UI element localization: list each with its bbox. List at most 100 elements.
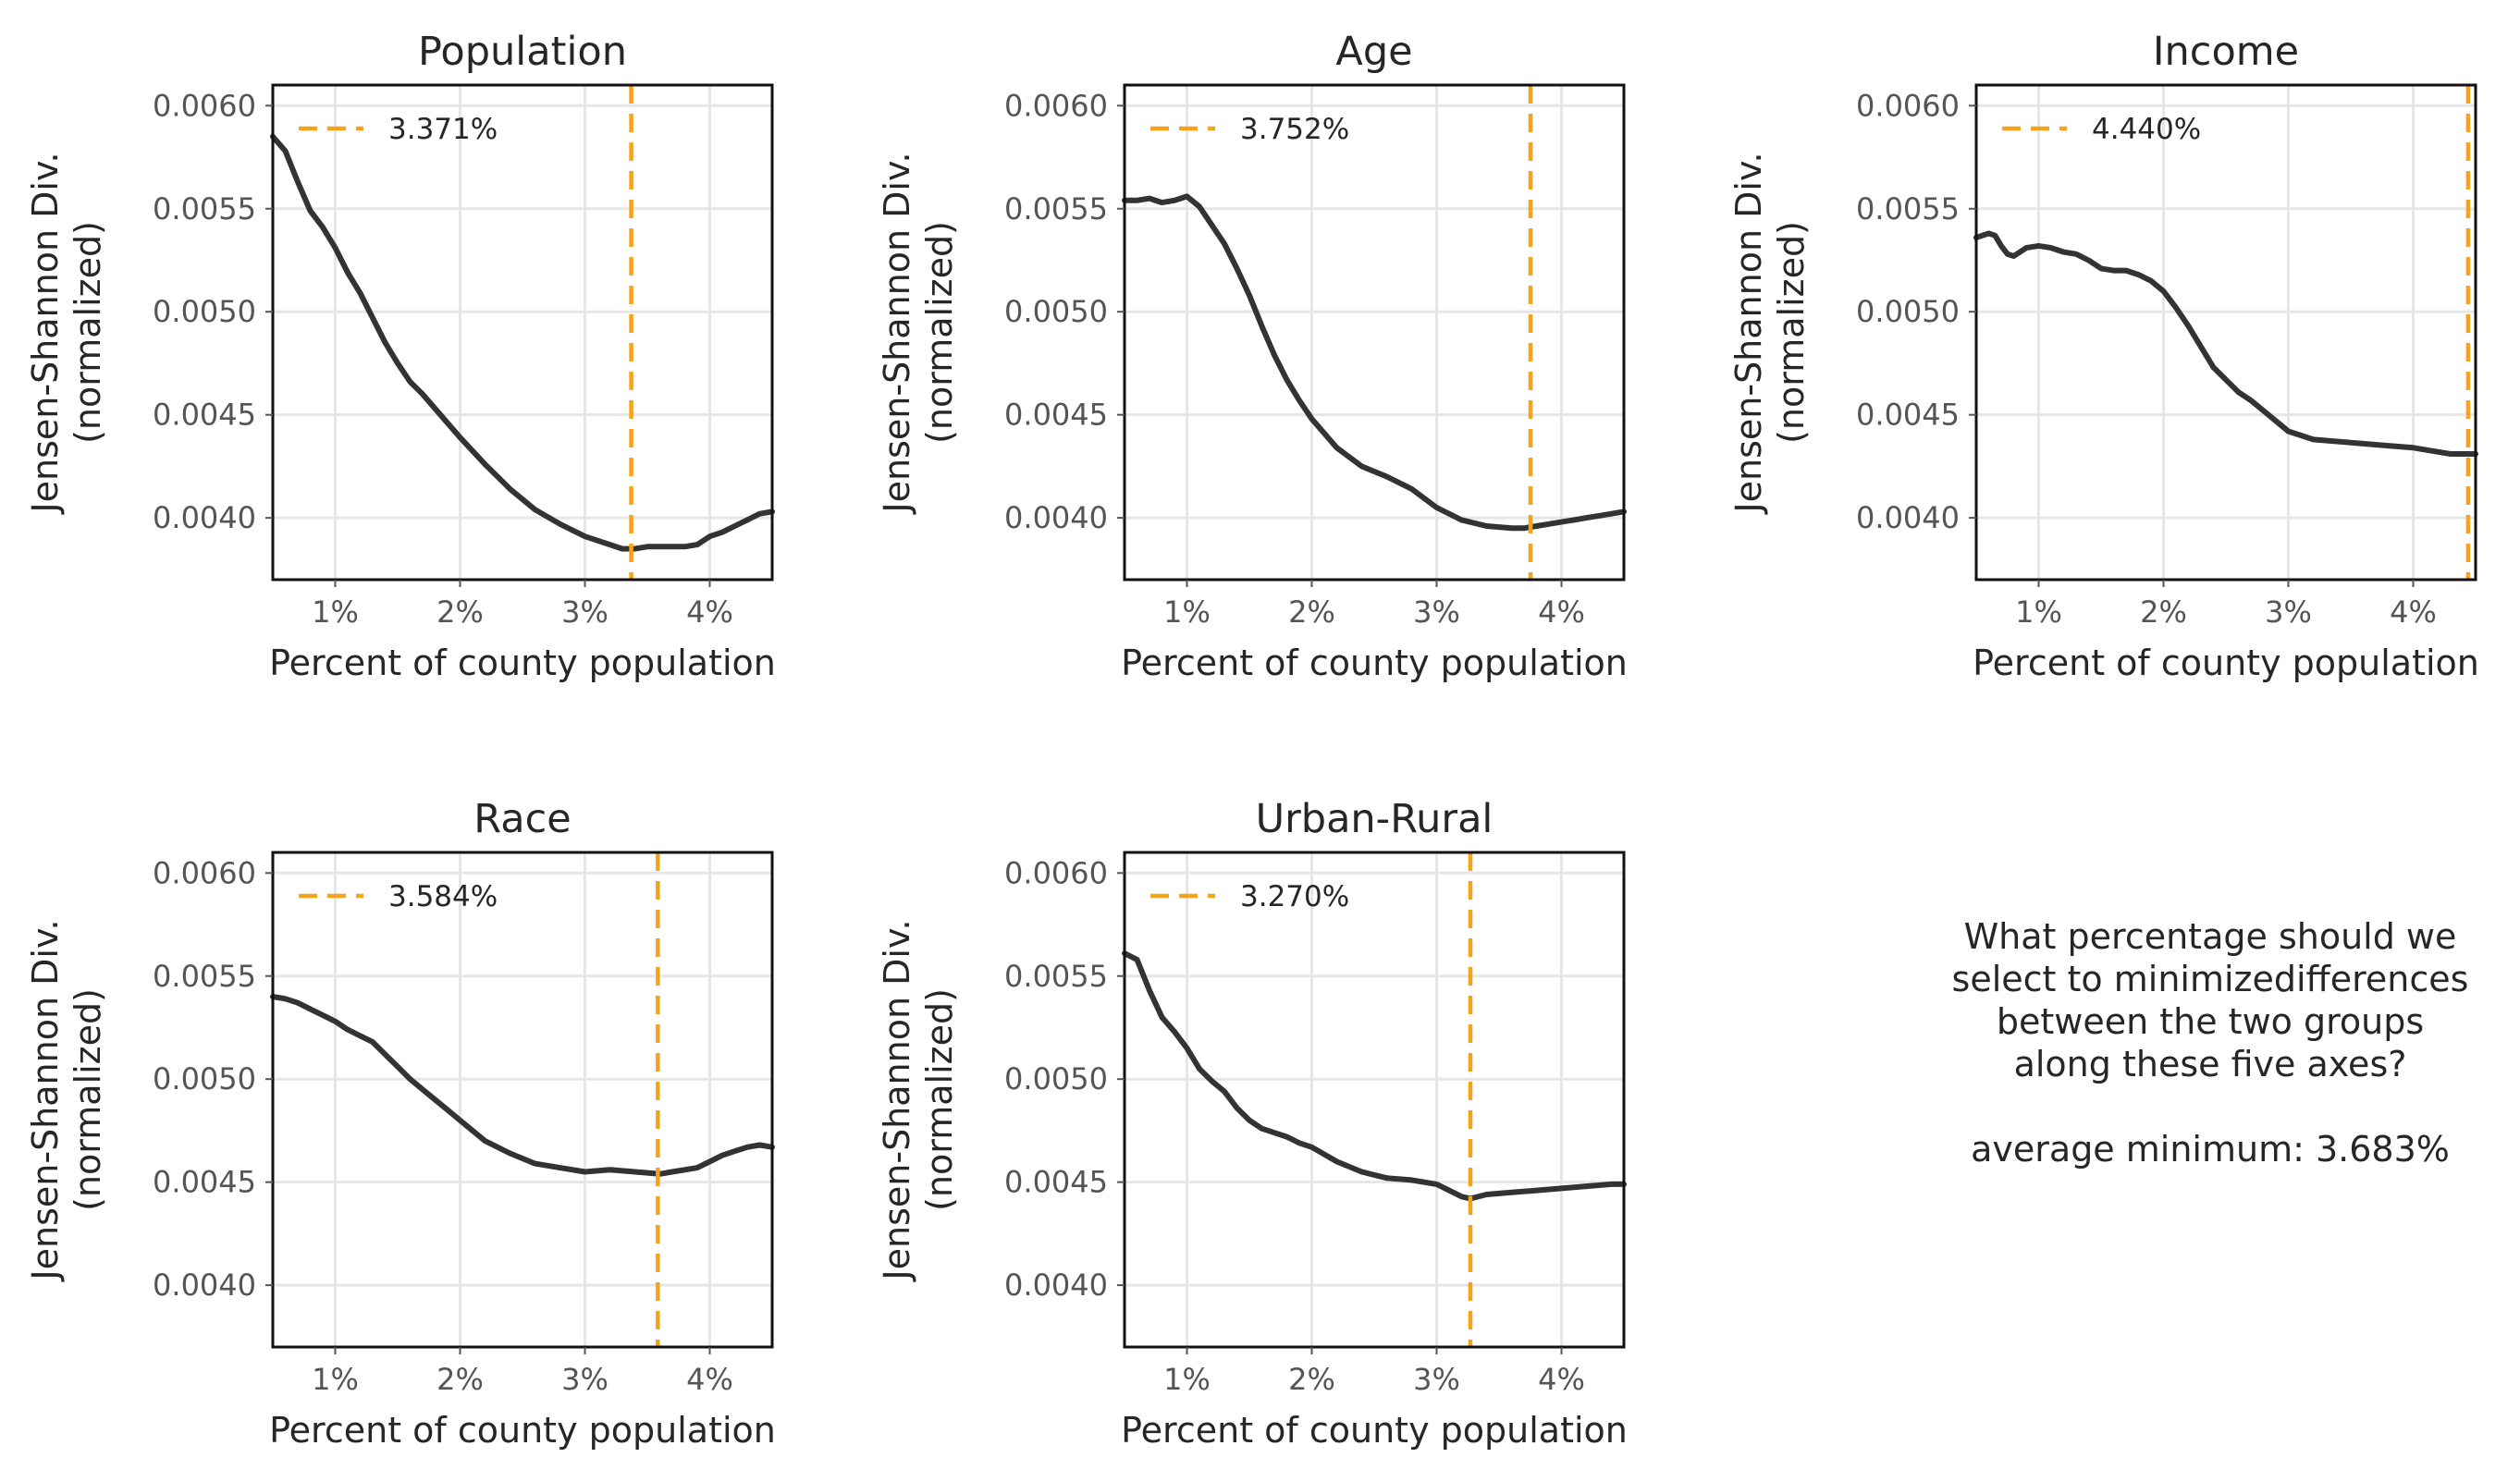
plot-frame [271, 83, 774, 582]
x-tick-label: 2% [1288, 1362, 1335, 1397]
x-tick-label: 3% [1413, 594, 1460, 630]
y-axis-label-line: Jensen-Shannon Div. [25, 919, 66, 1281]
y-axis-label: Jensen-Shannon Div.(normalized) [25, 919, 108, 1281]
y-axis-label-line: (normalized) [68, 221, 108, 444]
chart-title: Age [1335, 29, 1412, 75]
y-tick-label: 0.0040 [1856, 500, 1960, 535]
y-axis-label-line: (normalized) [68, 988, 108, 1211]
y-tick-label: 0.0045 [1856, 398, 1960, 433]
x-tick-label: 2% [436, 594, 484, 630]
y-tick-label: 0.0060 [1856, 88, 1960, 123]
y-tick-label: 0.0050 [153, 294, 256, 329]
x-tick-label: 2% [1288, 594, 1335, 630]
chart-title: Population [418, 29, 627, 75]
plot-frame [1123, 851, 1626, 1349]
x-axis-label: Percent of county population [269, 1410, 776, 1451]
plot-frame [1123, 83, 1626, 582]
legend: 3.752% [1150, 113, 1349, 146]
legend: 3.371% [299, 113, 498, 146]
y-tick-label: 0.0055 [153, 959, 256, 994]
x-tick-label: 3% [2265, 594, 2312, 630]
x-axis-label: Percent of county population [269, 643, 776, 683]
x-tick-label: 1% [312, 594, 359, 630]
chart-title: Race [473, 796, 571, 842]
y-axis-label: Jensen-Shannon Div.(normalized) [877, 919, 960, 1281]
x-tick-label: 4% [686, 1362, 733, 1397]
y-tick-label: 0.0060 [1004, 88, 1108, 123]
y-axis-label-line: (normalized) [919, 221, 960, 444]
series-line [1122, 950, 1627, 1202]
y-axis-label-line: Jensen-Shannon Div. [877, 919, 917, 1281]
legend-label: 3.584% [388, 880, 498, 913]
x-tick-label: 2% [436, 1362, 484, 1397]
legend: 3.270% [1150, 880, 1349, 913]
plot-frame [1974, 83, 2477, 582]
series-line [270, 994, 775, 1177]
x-tick-label: 1% [2015, 594, 2062, 630]
y-tick-label: 0.0050 [1856, 294, 1960, 329]
note-line-2: select to minimizedifferences [1951, 959, 2469, 999]
y-tick-label: 0.0050 [1004, 1061, 1108, 1096]
x-tick-label: 3% [1413, 1362, 1460, 1397]
legend-label: 3.371% [388, 113, 498, 146]
y-axis-label: Jensen-Shannon Div.(normalized) [25, 152, 108, 514]
x-tick-label: 4% [2390, 594, 2437, 630]
note-line-1: What percentage should we [1963, 916, 2457, 957]
x-tick-label: 3% [561, 1362, 608, 1397]
y-tick-label: 0.0055 [1856, 191, 1960, 227]
legend-label: 3.752% [1240, 113, 1349, 146]
x-tick-label: 3% [561, 594, 608, 630]
summary-note: What percentage should we select to mini… [1785, 915, 2520, 1170]
x-tick-label: 1% [1163, 594, 1211, 630]
series-line [270, 133, 775, 552]
x-axis-label: Percent of county population [1121, 1410, 1628, 1451]
y-axis-label-line: (normalized) [1771, 221, 1812, 444]
y-tick-label: 0.0040 [153, 500, 256, 535]
x-tick-label: 1% [312, 1362, 359, 1397]
x-tick-label: 4% [686, 594, 733, 630]
y-axis-label-line: (normalized) [919, 988, 960, 1211]
y-tick-label: 0.0040 [153, 1268, 256, 1303]
plot-frame [271, 851, 774, 1349]
legend: 3.584% [299, 880, 498, 913]
series-line [1122, 193, 1627, 532]
y-tick-label: 0.0055 [1004, 959, 1108, 994]
y-axis-label-line: Jensen-Shannon Div. [1728, 152, 1769, 514]
chart-race: 1% 2% 3% 4% 0.0040 0.0045 0.0050 0.0055 0.0060 Ra… [25, 796, 776, 1451]
chart-population: 1% 2% 3% 4% 0.0040 0.0045 0.0050 0.0055 0.0060 Po… [25, 29, 776, 683]
y-axis-label: Jensen-Shannon Div.(normalized) [1728, 152, 1812, 514]
chart-urban-rural: 1% 2% 3% 4% 0.0040 0.0045 0.0050 0.0055 0.0060 Ur… [877, 796, 1628, 1451]
y-tick-label: 0.0055 [1004, 191, 1108, 227]
x-tick-label: 4% [1538, 1362, 1585, 1397]
y-tick-label: 0.0060 [153, 88, 256, 123]
x-tick-label: 1% [1163, 1362, 1211, 1397]
legend-label: 4.440% [2092, 113, 2201, 146]
y-tick-label: 0.0045 [1004, 398, 1108, 433]
x-axis-label: Percent of county population [1121, 643, 1628, 683]
y-axis-label-line: Jensen-Shannon Div. [25, 152, 66, 514]
y-tick-label: 0.0050 [153, 1061, 256, 1096]
y-axis-label-line: Jensen-Shannon Div. [877, 152, 917, 514]
chart-title: Income [2153, 29, 2299, 75]
note-line-3: between the two groups [1996, 1001, 2425, 1042]
average-minimum: average minimum: 3.683% [1971, 1129, 2450, 1170]
chart-income: 1% 2% 3% 4% 0.0040 0.0045 0.0050 0.0055 0.0060 In… [1728, 29, 2479, 683]
x-tick-label: 4% [1538, 594, 1585, 630]
y-axis-label: Jensen-Shannon Div.(normalized) [877, 152, 960, 514]
y-tick-label: 0.0060 [1004, 855, 1108, 890]
y-tick-label: 0.0045 [153, 1165, 256, 1200]
chart-title: Urban-Rural [1256, 796, 1494, 842]
y-tick-label: 0.0060 [153, 855, 256, 890]
y-tick-label: 0.0045 [1004, 1165, 1108, 1200]
y-tick-label: 0.0055 [153, 191, 256, 227]
x-axis-label: Percent of county population [1973, 643, 2479, 683]
x-tick-label: 2% [2140, 594, 2187, 630]
y-tick-label: 0.0050 [1004, 294, 1108, 329]
y-tick-label: 0.0045 [153, 398, 256, 433]
y-tick-label: 0.0040 [1004, 500, 1108, 535]
chart-age: 1% 2% 3% 4% 0.0040 0.0045 0.0050 0.0055 0.0060 Ag… [877, 29, 1628, 683]
y-tick-label: 0.0040 [1004, 1268, 1108, 1303]
legend-label: 3.270% [1240, 880, 1349, 913]
note-line-4: along these five axes? [2013, 1044, 2407, 1084]
